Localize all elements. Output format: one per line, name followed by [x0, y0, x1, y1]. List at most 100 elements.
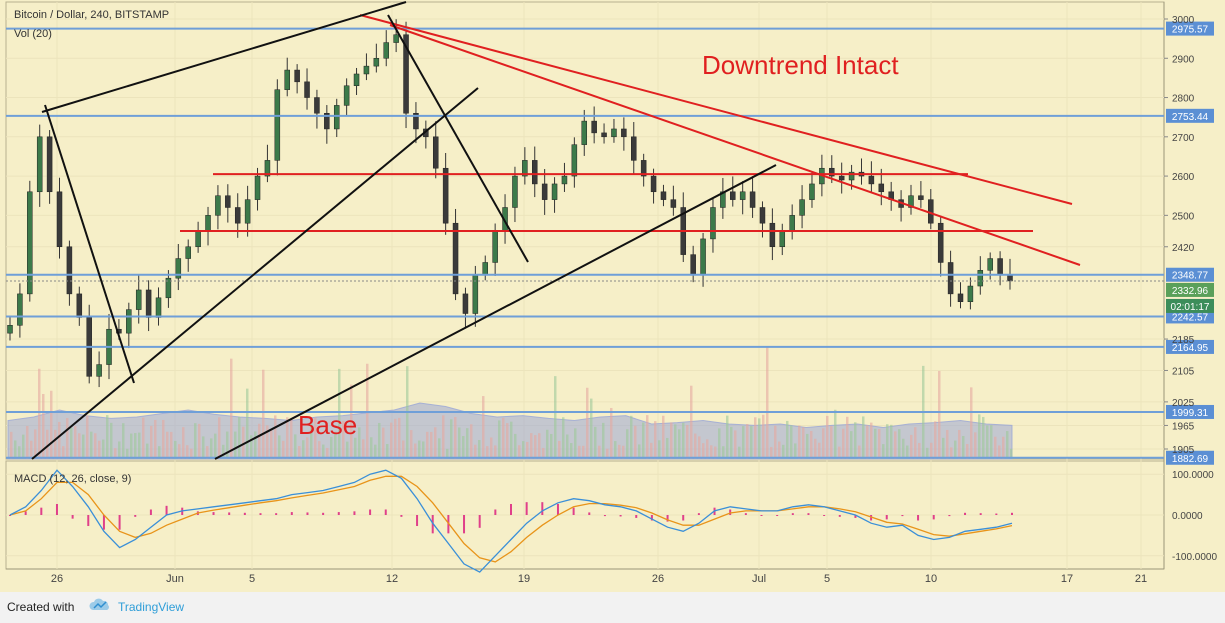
volume-bar — [518, 445, 521, 459]
volume-bar — [386, 444, 389, 459]
volume-bar — [642, 422, 645, 459]
candle-body — [452, 222, 459, 295]
candle-body — [739, 191, 746, 200]
macd-histogram-bar — [149, 509, 152, 515]
candle-body — [878, 183, 885, 193]
volume-bar — [410, 430, 413, 459]
volume-bar — [226, 431, 229, 459]
volume-bar — [382, 427, 385, 459]
volume-bar — [586, 387, 589, 459]
volume-bar — [914, 427, 917, 459]
candle-body — [96, 364, 102, 377]
volume-bar — [310, 423, 313, 459]
last-price-label: 2332.96 — [1172, 286, 1209, 297]
volume-bar — [730, 426, 733, 459]
volume-bar — [882, 444, 885, 459]
volume-bar — [426, 431, 429, 459]
footer-bar: Created with TradingView — [0, 592, 1225, 623]
volume-bar — [42, 393, 45, 459]
candle-body — [145, 289, 152, 318]
candle-body — [324, 112, 330, 130]
candle-body — [690, 254, 696, 275]
candle-body — [868, 175, 875, 185]
volume-bar — [270, 430, 273, 459]
volume-bar — [394, 418, 397, 459]
tradingview-cloud-icon — [89, 598, 109, 610]
volume-bar — [106, 415, 109, 459]
volume-bar — [454, 417, 457, 459]
volume-bar — [622, 445, 625, 459]
level-label: 1999.31 — [1172, 408, 1209, 419]
candle-body — [749, 191, 756, 208]
volume-bar — [82, 434, 85, 459]
volume-bar — [182, 427, 185, 459]
volume-bar — [554, 376, 557, 459]
candle-body — [264, 160, 271, 177]
candle-body — [541, 183, 548, 200]
volume-bar — [818, 442, 821, 459]
macd-histogram-bar — [572, 507, 575, 515]
volume-bar — [574, 428, 577, 459]
volume-bar — [954, 440, 957, 459]
volume-bar — [506, 423, 509, 459]
black-trendline — [41, 1, 407, 113]
volume-bar — [110, 422, 113, 459]
macd-histogram-bar — [1011, 512, 1013, 515]
tradingview-link[interactable]: TradingView — [118, 600, 185, 614]
macd-histogram-bar — [478, 515, 481, 528]
volume-bar — [538, 433, 541, 459]
volume-bar — [662, 415, 665, 459]
macd-histogram-bar — [40, 507, 43, 515]
candle-body — [482, 262, 488, 275]
volume-bar — [54, 429, 57, 459]
volume-bar — [682, 422, 685, 459]
candle-body — [304, 81, 310, 98]
volume-bar — [974, 432, 977, 459]
macd-histogram-bar — [463, 515, 466, 534]
candle-body — [947, 262, 954, 295]
candle-body — [621, 128, 627, 138]
macd-histogram-bar — [995, 513, 998, 515]
level-label-box — [1166, 404, 1214, 419]
volume-bar — [70, 427, 73, 459]
volume-bar — [550, 433, 553, 459]
price-chart[interactable]: 2975.57 2753.44 2348.77 2242.57 2164.95 1999.… — [0, 0, 1225, 592]
volume-bar — [1006, 431, 1009, 459]
volume-bar — [222, 444, 225, 459]
candle-body — [779, 230, 786, 248]
candle-body — [185, 246, 191, 259]
volume-bar — [978, 414, 981, 459]
candle-body — [918, 195, 924, 200]
volume-bar — [566, 434, 569, 459]
time-tick-label: Jul — [752, 573, 766, 585]
price-tick-label: 2105 — [1172, 366, 1195, 377]
candle-body — [591, 120, 597, 134]
volume-bar — [950, 447, 953, 459]
candlesticks — [7, 19, 1013, 388]
macd-histogram-bar — [870, 515, 873, 521]
candle-body — [631, 136, 637, 161]
volume-bar — [646, 415, 649, 459]
time-tick-label: 26 — [652, 573, 664, 585]
macd-histogram-bar — [102, 515, 105, 530]
candle-body — [353, 73, 360, 87]
macd-histogram-bar — [337, 512, 340, 515]
macd-histogram-bar — [932, 515, 935, 520]
volume-bar — [206, 446, 209, 459]
macd-histogram-bar — [650, 515, 653, 521]
volume-bar — [858, 445, 861, 459]
macd-histogram-bar — [619, 515, 622, 517]
volume-bar — [938, 370, 941, 459]
volume-bar — [298, 446, 301, 459]
time-tick-label: 5 — [824, 573, 830, 585]
candle-body — [551, 183, 558, 200]
candle-body — [66, 246, 73, 295]
volume-bar — [694, 433, 697, 459]
volume-bar — [318, 441, 321, 459]
volume-bar — [742, 426, 745, 459]
macd-histogram-bar — [87, 515, 90, 527]
volume-bar — [66, 418, 69, 459]
volume-bar — [274, 415, 277, 459]
volume-bar — [398, 417, 401, 459]
created-with-text: Created with — [7, 600, 75, 614]
